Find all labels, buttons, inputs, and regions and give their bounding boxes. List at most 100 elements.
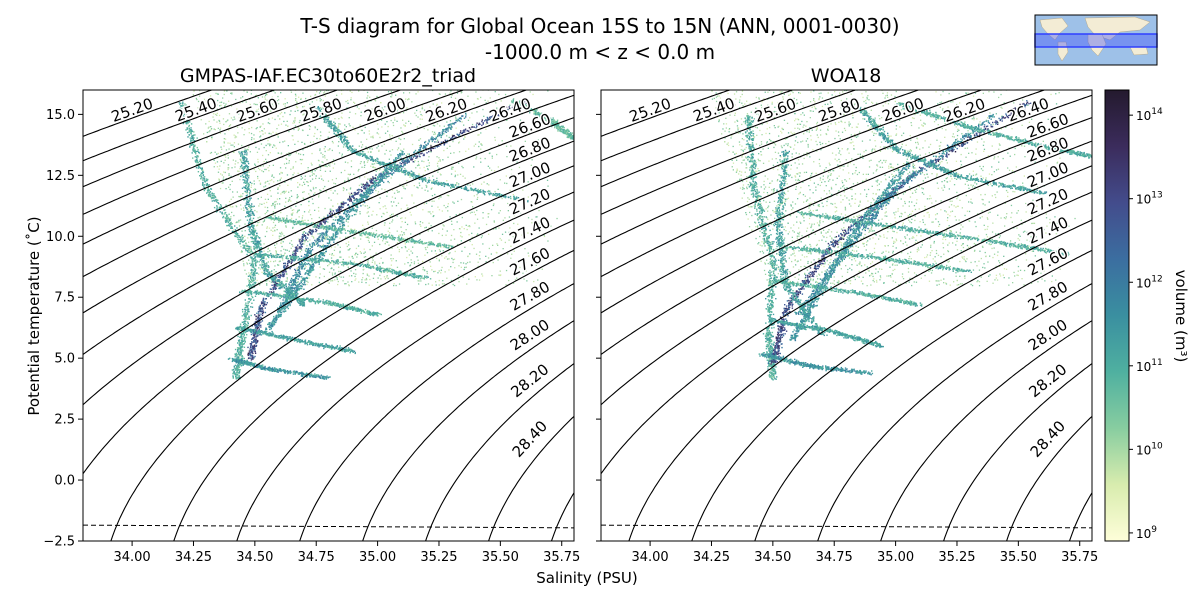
ts-point (390, 90, 392, 93)
ts-point (241, 230, 243, 232)
ts-point (237, 349, 239, 351)
ts-point (267, 167, 269, 169)
ts-point (403, 187, 405, 189)
ts-point (329, 163, 331, 165)
ts-point (427, 230, 429, 232)
ts-point (281, 302, 284, 304)
ts-point (332, 210, 335, 212)
ts-point (438, 93, 440, 95)
ts-point (215, 208, 218, 210)
ts-point (342, 146, 345, 148)
ts-point (217, 157, 219, 159)
ts-point (390, 139, 392, 141)
ts-point (199, 159, 202, 161)
ts-point (324, 252, 326, 255)
ts-point (239, 341, 241, 344)
ts-point (334, 246, 336, 248)
ts-point (267, 247, 269, 249)
ts-point (433, 138, 436, 140)
ts-point (411, 101, 413, 103)
ts-point (285, 270, 287, 273)
ts-point (483, 181, 485, 183)
ts-point (179, 107, 181, 109)
ts-point (391, 173, 393, 175)
ts-point (211, 192, 213, 194)
ts-point (413, 155, 416, 157)
ts-point (410, 157, 412, 159)
ts-point (537, 139, 539, 141)
ts-point (414, 160, 416, 162)
ts-point (272, 288, 274, 290)
ts-point (359, 261, 362, 263)
ts-point (286, 102, 288, 104)
ts-point (244, 230, 246, 232)
ts-point (457, 243, 459, 246)
ts-point (345, 242, 347, 245)
ts-point (422, 268, 424, 271)
ts-point (187, 122, 189, 124)
ts-point (247, 346, 249, 349)
ts-point (216, 206, 218, 208)
ts-point (246, 312, 249, 315)
ts-point (247, 115, 249, 118)
ts-point (399, 183, 401, 186)
ts-point (201, 179, 204, 181)
ts-point (354, 279, 356, 281)
ts-point (411, 194, 413, 196)
ts-point (302, 106, 304, 108)
ts-point (299, 238, 301, 241)
ts-point (499, 274, 501, 277)
ts-point (257, 111, 259, 113)
ts-point (303, 181, 305, 183)
ts-point (399, 167, 402, 169)
ts-point (219, 129, 221, 131)
ts-point (301, 266, 303, 268)
ts-point (277, 274, 280, 277)
ts-point (259, 136, 261, 138)
ts-point (280, 240, 283, 242)
ts-point (410, 262, 413, 264)
ts-point (304, 259, 306, 262)
ts-point (268, 137, 270, 139)
ts-point (430, 137, 432, 139)
ts-point (489, 117, 491, 119)
ts-point (331, 216, 333, 218)
ts-point (318, 222, 320, 224)
ts-point (290, 277, 293, 280)
ts-point (395, 260, 397, 262)
ts-point (305, 115, 308, 118)
ts-point (500, 239, 503, 241)
ts-point (388, 227, 391, 229)
ts-point (301, 177, 304, 179)
ts-point (344, 128, 346, 130)
ts-point (253, 286, 256, 288)
ts-point (493, 170, 496, 172)
ts-point (377, 191, 380, 193)
ts-point (272, 131, 274, 133)
ts-point (418, 163, 420, 165)
ts-point (195, 167, 198, 169)
ts-point (246, 91, 248, 93)
ts-point (363, 166, 366, 168)
ts-point (242, 311, 244, 313)
ts-point (218, 178, 220, 180)
ts-point (286, 273, 288, 275)
ts-point (396, 230, 398, 232)
ts-point (237, 365, 239, 368)
ts-point (246, 247, 248, 249)
ts-point (188, 131, 190, 133)
ts-point (216, 161, 219, 163)
ts-point (210, 128, 213, 130)
ts-point (389, 136, 391, 138)
ts-point (369, 109, 371, 111)
ts-point (236, 377, 238, 379)
ts-point (442, 224, 444, 226)
ts-point (329, 253, 331, 255)
ts-point (380, 102, 382, 104)
ts-point (371, 257, 373, 259)
ts-point (256, 151, 259, 153)
ts-point (420, 225, 422, 227)
ts-point (358, 145, 360, 147)
ts-point (448, 136, 450, 139)
ts-point (295, 255, 298, 257)
